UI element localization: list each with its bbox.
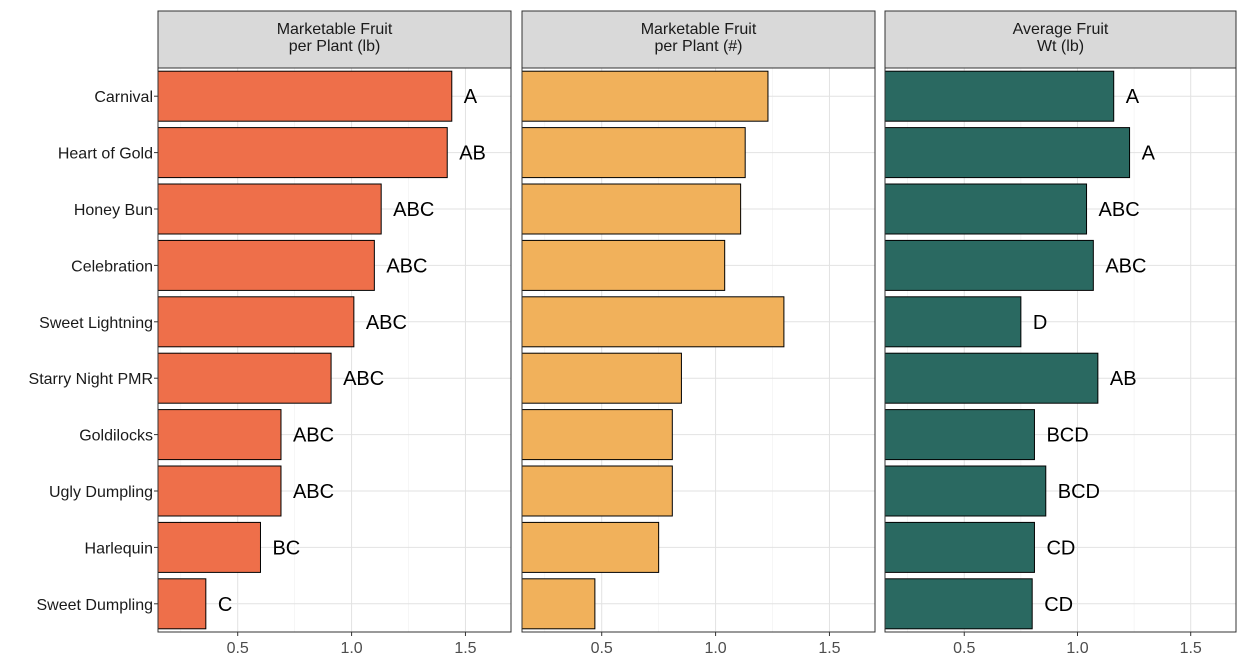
bar — [884, 70, 1115, 122]
bar — [157, 352, 332, 404]
category-label: Harlequin — [85, 540, 153, 557]
x-tick-label: 1.5 — [454, 640, 476, 657]
category-label: Starry Night PMR — [29, 371, 153, 388]
significance-label: AB — [459, 143, 486, 165]
bar — [521, 127, 746, 179]
bar — [884, 465, 1047, 517]
bar — [884, 352, 1099, 404]
significance-label: BC — [272, 537, 300, 559]
significance-label: ABC — [293, 425, 334, 447]
bar — [884, 296, 1022, 348]
bar — [521, 296, 785, 348]
strip-header — [157, 10, 512, 69]
panel-border — [521, 67, 876, 633]
bar — [157, 183, 382, 235]
bar — [521, 521, 660, 573]
bar — [521, 352, 682, 404]
bar — [884, 239, 1094, 291]
significance-label: ABC — [293, 481, 334, 503]
bar — [157, 296, 355, 348]
significance-label: A — [1126, 86, 1140, 108]
significance-label: ABC — [393, 199, 434, 221]
category-label: Celebration — [71, 258, 153, 275]
x-tick-label: 1.0 — [704, 640, 726, 657]
bar — [157, 465, 282, 517]
bar — [884, 521, 1035, 573]
significance-label: BCD — [1058, 481, 1100, 503]
category-label: Goldilocks — [79, 428, 153, 445]
significance-label: AB — [1110, 368, 1137, 390]
panel-border — [157, 67, 512, 633]
bar — [157, 578, 207, 630]
significance-label: ABC — [366, 312, 407, 334]
significance-label: C — [218, 594, 232, 616]
panel-border — [884, 67, 1237, 633]
bar — [157, 70, 453, 122]
strip-header — [884, 10, 1237, 69]
bar — [884, 127, 1131, 179]
bar — [521, 70, 769, 122]
bar — [157, 409, 282, 461]
x-tick-label: 0.5 — [227, 640, 249, 657]
x-tick-label: 1.0 — [1066, 640, 1088, 657]
strip-title-line: Marketable Fruit — [277, 21, 393, 38]
significance-label: BCD — [1046, 425, 1088, 447]
bar — [521, 409, 673, 461]
significance-label: CD — [1044, 594, 1073, 616]
significance-label: ABC — [1099, 199, 1140, 221]
strip-title-line: per Plant (#) — [654, 38, 742, 55]
significance-label: ABC — [343, 368, 384, 390]
significance-label: D — [1033, 312, 1047, 334]
x-tick-label: 1.0 — [340, 640, 362, 657]
category-label: Carnival — [94, 89, 153, 106]
bar — [521, 465, 673, 517]
bar — [521, 578, 596, 630]
bar — [884, 183, 1088, 235]
category-label: Heart of Gold — [58, 146, 153, 163]
strip-title-line: Average Fruit — [1013, 21, 1109, 38]
bar — [521, 239, 726, 291]
x-tick-label: 0.5 — [953, 640, 975, 657]
category-label: Honey Bun — [74, 202, 153, 219]
strip-header — [521, 10, 876, 69]
strip-title-line: Marketable Fruit — [641, 21, 757, 38]
strip-title-line: Wt (lb) — [1037, 38, 1084, 55]
significance-label: ABC — [386, 255, 427, 277]
x-tick-label: 1.5 — [818, 640, 840, 657]
bar — [521, 183, 742, 235]
significance-label: CD — [1046, 537, 1075, 559]
category-label: Sweet Dumpling — [37, 597, 154, 614]
category-label: Sweet Lightning — [39, 315, 153, 332]
x-tick-label: 0.5 — [591, 640, 613, 657]
significance-label: A — [1142, 143, 1156, 165]
bar — [884, 578, 1033, 630]
bar — [157, 521, 261, 573]
significance-label: A — [464, 86, 478, 108]
bar — [884, 409, 1035, 461]
category-label: Ugly Dumpling — [49, 484, 153, 501]
significance-label: ABC — [1105, 255, 1146, 277]
strip-title-line: per Plant (lb) — [289, 38, 381, 55]
x-tick-label: 1.5 — [1180, 640, 1202, 657]
bar — [157, 127, 448, 179]
bar — [157, 239, 375, 291]
